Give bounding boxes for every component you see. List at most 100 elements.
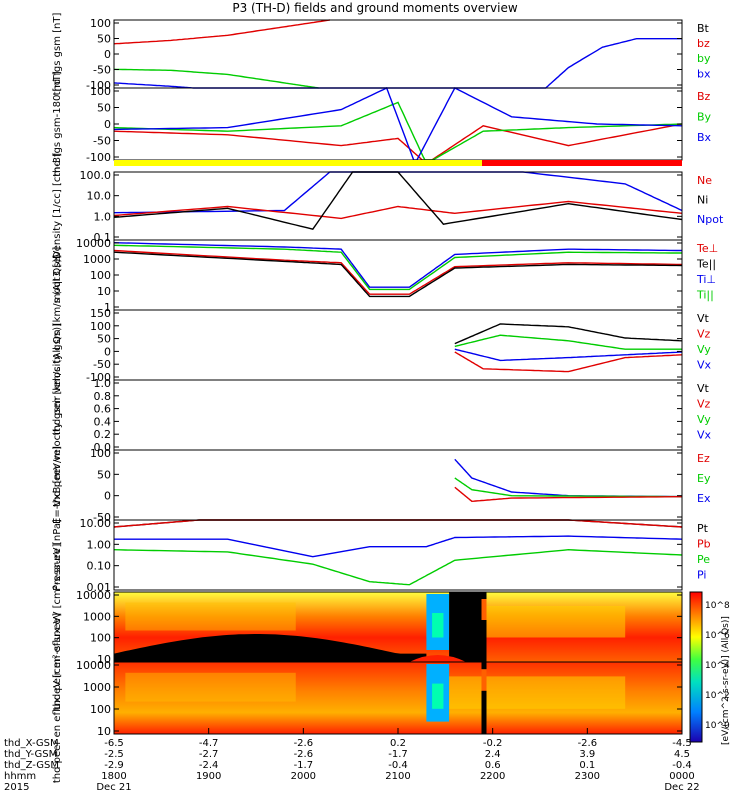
y-tick-label: 0.4 bbox=[94, 415, 112, 428]
x-tick-label: Dec 22 bbox=[664, 782, 699, 793]
x-tick-label: 4.5 bbox=[674, 749, 690, 760]
legend-entry: Ex bbox=[697, 492, 711, 505]
low-energy-band bbox=[114, 634, 427, 662]
y-tick-label: 0 bbox=[104, 490, 111, 503]
y-tick-label: 10.00 bbox=[80, 517, 112, 530]
hot-arc bbox=[409, 655, 467, 662]
data-gap-lower bbox=[481, 698, 487, 734]
y-tick-label: 1.0 bbox=[94, 377, 112, 390]
y-tick-label: 100.0 bbox=[80, 169, 112, 182]
x-tick-label: 0.6 bbox=[485, 760, 501, 771]
y-tick-label: 10000 bbox=[76, 237, 111, 250]
series-ti-line bbox=[113, 244, 682, 291]
legend: Bt bz by bx bbox=[697, 22, 711, 80]
x-tick-label: -4.5 bbox=[672, 738, 692, 749]
series-vt-line bbox=[454, 323, 683, 345]
data-gap-stripe bbox=[481, 592, 487, 662]
panel-2: 100 50 0 -50 -100 thd fgs gsm-180 [nT] Bz By Bx bbox=[52, 71, 712, 177]
x-tick-label: 0.1 bbox=[579, 760, 595, 771]
panel-frame bbox=[113, 519, 683, 591]
y-tick-label: 50 bbox=[97, 33, 111, 46]
panel-9: 10000 1000 100 10 thd peir en eflux eV [cm²-… bbox=[52, 543, 683, 710]
series-pb-line bbox=[113, 519, 683, 528]
legend: Pt Pb Pe Pi bbox=[697, 522, 711, 582]
x-tick-label: 1900 bbox=[196, 771, 221, 782]
legend-entry: Te|| bbox=[696, 258, 716, 271]
colorbar-label: [eV/(cm^2-s-sr-eV)] (All Qs)] bbox=[721, 616, 731, 745]
y-tick-label: 10 bbox=[97, 285, 111, 298]
y-axis-label: thd fgs gsm [nT] bbox=[52, 13, 63, 96]
y-tick-label: 1.0 bbox=[94, 210, 112, 223]
y-tick-label: 100 bbox=[90, 632, 111, 645]
legend-entry: Vt bbox=[697, 382, 710, 395]
y-tick-label: 100 bbox=[90, 703, 111, 716]
y-tick-label: 10000 bbox=[76, 589, 111, 602]
x-tick-label: 2.4 bbox=[485, 749, 501, 760]
legend-entry: Vy bbox=[697, 413, 711, 426]
legend-entry: Vx bbox=[697, 359, 712, 372]
legend-entry: Pi bbox=[697, 569, 706, 582]
legend-entry: Bx bbox=[697, 131, 712, 144]
panel-frame bbox=[113, 19, 683, 89]
panel-3: 100.0 10.0 1.0 0.1 Density [1/cc] [cm-3] Ne Ni… bbox=[52, 153, 724, 259]
series-te-line bbox=[113, 249, 683, 295]
series-vx-line bbox=[454, 348, 683, 362]
y-axis-label: thd peir en eflux eV [cm²-s-sr-eV] bbox=[52, 543, 63, 710]
series-ex-line bbox=[454, 458, 683, 498]
panel-1: 100 50 0 -50 -100 thd fgs gsm [nT] Bt bz by bx bbox=[52, 13, 711, 96]
y-tick-label: 0.01 bbox=[87, 581, 112, 594]
x-tick-label: 1800 bbox=[101, 771, 126, 782]
series-te-line bbox=[113, 251, 683, 298]
legend-entry: Ne bbox=[697, 174, 712, 187]
y-axis-label: thd peer en eflux eV [cm²-s-sr-eV] bbox=[52, 613, 63, 783]
status-bar-red bbox=[482, 160, 682, 166]
legend: Ez Ey Ex bbox=[697, 452, 711, 505]
legend-entry: Pe bbox=[697, 553, 710, 566]
y-tick-label: 1000 bbox=[83, 681, 111, 694]
legend-entry: Ti|| bbox=[696, 289, 714, 302]
y-tick-label: 0.0 bbox=[94, 441, 112, 454]
x-tick-label: 0.2 bbox=[390, 738, 406, 749]
legend-entry: Pt bbox=[697, 522, 709, 535]
y-tick-label: 0 bbox=[104, 118, 111, 131]
x-tick-label: -4.7 bbox=[199, 738, 219, 749]
panel-4: 10000 1000 100 10 1 moqt3 [eV] Te⊥ Te|| Ti⊥ Ti|| bbox=[52, 237, 718, 314]
status-bar-yellow bbox=[114, 160, 482, 166]
legend-entry: Ti⊥ bbox=[696, 273, 716, 286]
x-tick-label: 2300 bbox=[575, 771, 600, 782]
legend: Vt Vz Vy Vx bbox=[697, 312, 712, 372]
legend-entry: Vz bbox=[697, 328, 711, 341]
y-tick-label: 0 bbox=[104, 48, 111, 61]
x-tick-label: -2.7 bbox=[199, 749, 219, 760]
series-bz-line bbox=[113, 123, 683, 161]
y-tick-label: 10.0 bbox=[87, 190, 112, 203]
y-tick-label: 10000 bbox=[76, 659, 111, 672]
spectrogram-gap-core bbox=[432, 683, 444, 709]
x-tick-label: 0000 bbox=[669, 771, 694, 782]
panel-frame bbox=[113, 379, 683, 451]
y-tick-label: 100 bbox=[90, 320, 111, 333]
panel-10: 10000 1000 100 10 thd peer en eflux eV [cm²-… bbox=[52, 613, 683, 783]
panel-6: 1.00.80.60.40.20.0 thd peer velocity gsm … bbox=[52, 323, 712, 507]
legend-entry: Vy bbox=[697, 343, 711, 356]
x-tick-label: -0.2 bbox=[483, 738, 503, 749]
x-row-label: 2015 bbox=[4, 782, 29, 793]
legend-entry: Ey bbox=[697, 472, 711, 485]
colorbar-tick: 10^2 bbox=[705, 691, 730, 701]
y-tick-label: 50 bbox=[97, 333, 111, 346]
spectrogram-core bbox=[125, 672, 296, 702]
panel-8: 10.00 1.00 0.10 0.01 Pressure [nPa] Pt Pb Pe Pi bbox=[52, 517, 711, 594]
legend-entry: Bt bbox=[697, 22, 710, 35]
y-tick-label: 0.10 bbox=[87, 560, 112, 573]
y-tick-label: -50 bbox=[93, 358, 111, 371]
legend-entry: Vx bbox=[697, 429, 712, 442]
legend-entry: Bz bbox=[697, 90, 711, 103]
series-ne-line bbox=[113, 200, 683, 220]
data-gap-stripe-hot bbox=[481, 599, 487, 620]
x-tick-label: Dec 21 bbox=[96, 782, 131, 793]
y-tick-label: 0.1 bbox=[94, 231, 112, 244]
y-tick-label: 100 bbox=[90, 269, 111, 282]
x-row-label: hhmm bbox=[4, 771, 36, 782]
